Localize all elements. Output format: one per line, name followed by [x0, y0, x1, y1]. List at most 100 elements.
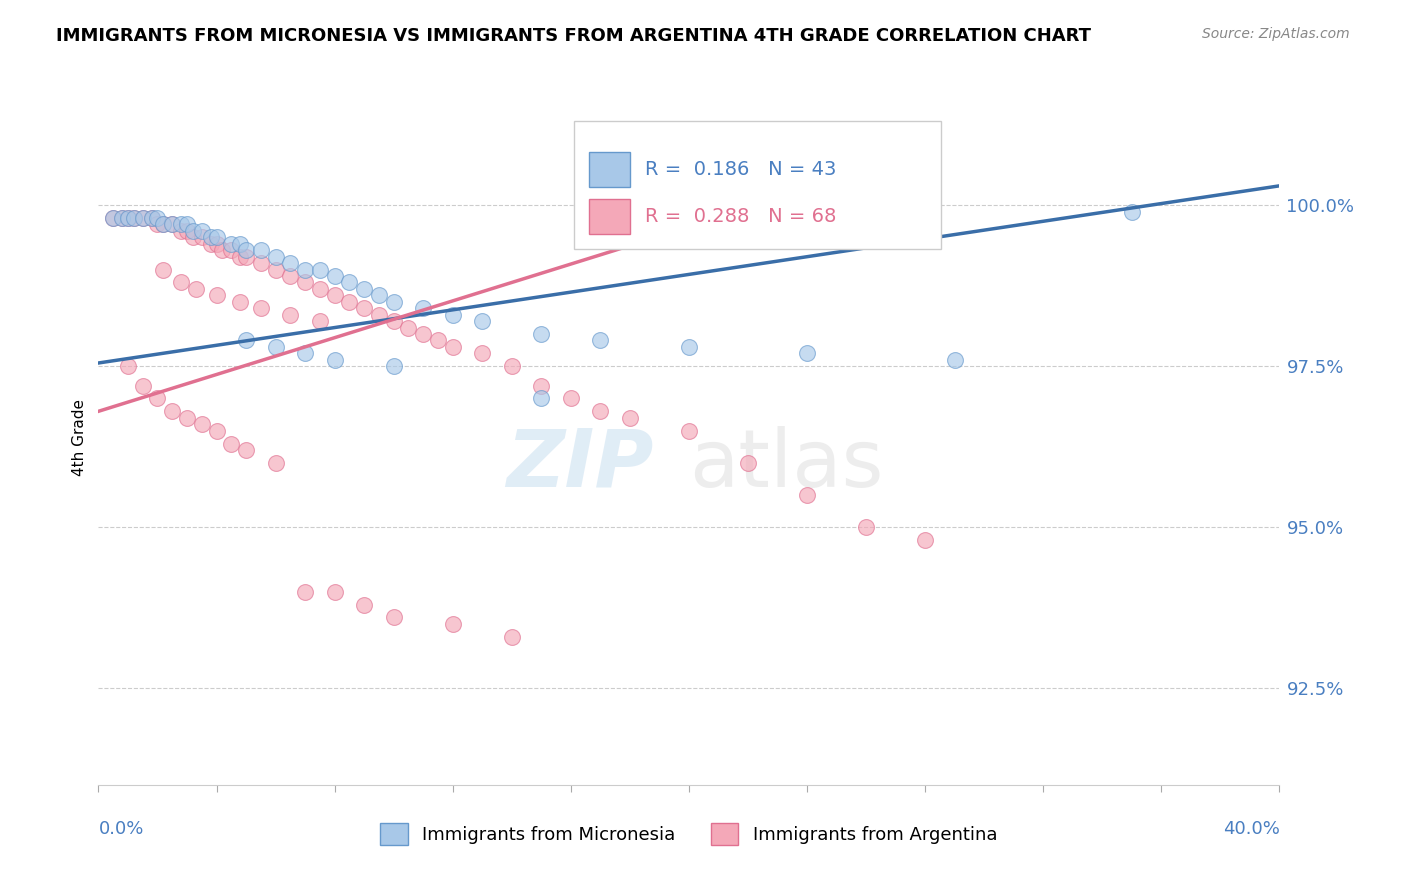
Text: 0.0%: 0.0% — [98, 820, 143, 838]
Text: Source: ZipAtlas.com: Source: ZipAtlas.com — [1202, 27, 1350, 41]
Point — [235, 250, 257, 264]
Point — [200, 236, 222, 251]
Point — [117, 211, 139, 225]
Point — [205, 288, 228, 302]
Point — [427, 334, 450, 348]
Point — [294, 262, 316, 277]
FancyBboxPatch shape — [589, 199, 630, 234]
Point — [141, 211, 163, 225]
Text: IMMIGRANTS FROM MICRONESIA VS IMMIGRANTS FROM ARGENTINA 4TH GRADE CORRELATION CH: IMMIGRANTS FROM MICRONESIA VS IMMIGRANTS… — [56, 27, 1091, 45]
Point — [146, 211, 169, 225]
Point — [619, 410, 641, 425]
Point — [141, 211, 163, 225]
Point — [530, 326, 553, 341]
Point — [170, 224, 193, 238]
Y-axis label: 4th Grade: 4th Grade — [72, 399, 87, 475]
Point — [796, 488, 818, 502]
Point — [162, 218, 183, 232]
Point — [943, 352, 966, 367]
Text: R =  0.186   N = 43: R = 0.186 N = 43 — [645, 160, 837, 178]
Point — [152, 218, 174, 232]
Point — [678, 424, 700, 438]
Point — [368, 308, 391, 322]
Point — [530, 378, 553, 392]
Point — [914, 533, 936, 548]
Point — [323, 268, 346, 283]
Point — [501, 630, 523, 644]
Point — [132, 211, 155, 225]
Text: atlas: atlas — [689, 425, 883, 504]
Point — [191, 224, 214, 238]
Point — [294, 276, 316, 290]
Point — [250, 256, 273, 270]
Point — [412, 326, 434, 341]
Point — [229, 236, 252, 251]
Point — [205, 230, 228, 244]
Point — [796, 346, 818, 360]
Point — [471, 346, 494, 360]
Point — [280, 268, 302, 283]
Point — [471, 314, 494, 328]
Point — [560, 392, 582, 406]
Point — [176, 410, 198, 425]
Point — [235, 442, 257, 457]
Point — [353, 598, 375, 612]
Text: 40.0%: 40.0% — [1223, 820, 1279, 838]
Point — [280, 256, 302, 270]
Point — [221, 244, 243, 258]
Point — [132, 211, 155, 225]
Point — [122, 211, 145, 225]
Point — [229, 250, 252, 264]
Point — [1121, 204, 1143, 219]
Point — [382, 294, 405, 309]
Point — [122, 211, 145, 225]
Point — [191, 230, 214, 244]
Point — [441, 340, 464, 354]
Point — [184, 282, 207, 296]
Point — [132, 378, 155, 392]
Point — [162, 404, 183, 418]
Point — [323, 584, 346, 599]
Point — [737, 456, 759, 470]
Point — [264, 456, 287, 470]
Point — [323, 352, 346, 367]
Point — [250, 244, 273, 258]
Point — [170, 276, 193, 290]
Point — [191, 417, 214, 432]
Point — [501, 359, 523, 374]
Point — [309, 262, 332, 277]
Point — [111, 211, 134, 225]
Point — [103, 211, 125, 225]
Point — [264, 250, 287, 264]
Point — [264, 262, 287, 277]
Point — [382, 359, 405, 374]
Point — [211, 244, 233, 258]
Point — [181, 230, 204, 244]
Point — [250, 301, 273, 316]
Point — [353, 282, 375, 296]
Point — [170, 218, 193, 232]
Point — [221, 236, 243, 251]
Point — [152, 218, 174, 232]
Legend: Immigrants from Micronesia, Immigrants from Argentina: Immigrants from Micronesia, Immigrants f… — [373, 816, 1005, 853]
Point — [200, 230, 222, 244]
Text: R =  0.288   N = 68: R = 0.288 N = 68 — [645, 207, 837, 226]
FancyBboxPatch shape — [589, 152, 630, 186]
Point — [353, 301, 375, 316]
Point — [146, 392, 169, 406]
Point — [855, 520, 877, 534]
Point — [235, 334, 257, 348]
FancyBboxPatch shape — [575, 120, 941, 249]
Point — [678, 340, 700, 354]
Point — [111, 211, 134, 225]
Point — [441, 616, 464, 631]
Point — [176, 224, 198, 238]
Point — [589, 334, 612, 348]
Point — [103, 211, 125, 225]
Point — [382, 314, 405, 328]
Point — [117, 211, 139, 225]
Point — [221, 436, 243, 450]
Point — [152, 262, 174, 277]
Point — [398, 320, 420, 334]
Point — [117, 359, 139, 374]
